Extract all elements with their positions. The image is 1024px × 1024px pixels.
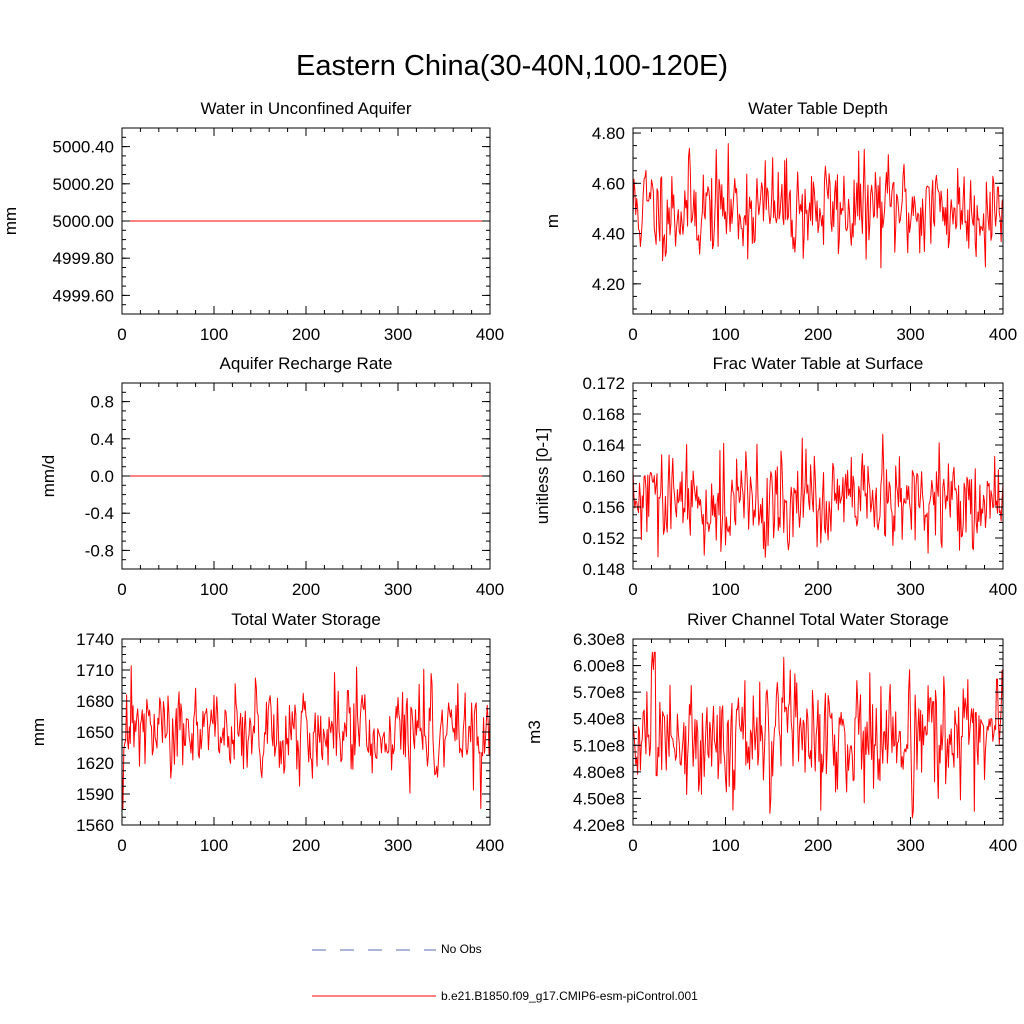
panel-title-wtd: Water Table Depth xyxy=(748,99,888,118)
x-tick-label: 100 xyxy=(200,580,228,599)
y-tick-label: 5000.00 xyxy=(53,212,114,231)
y-tick-label: 0.168 xyxy=(582,405,625,424)
x-tick-label: 400 xyxy=(989,836,1017,855)
panel-unconfined: 0 100 200 300 400 4999.60 4999.80 5000.00 5000.2… xyxy=(1,99,504,344)
y-tick-label: 4.20 xyxy=(592,275,625,294)
x-tick-label: 100 xyxy=(711,836,739,855)
legend-run-label: b.e21.B1850.f09_g17.CMIP6-esm-piControl.… xyxy=(441,989,698,1003)
y-tick-label: 4.20e8 xyxy=(573,816,625,835)
y-tick-label: 6.30e8 xyxy=(573,630,625,649)
y-tick-label: 0.152 xyxy=(582,529,625,548)
plot-frame-fwts xyxy=(632,382,1004,570)
y-tick-label: 0.164 xyxy=(582,436,625,455)
x-tick-label: 200 xyxy=(292,580,320,599)
x-tick-label: 400 xyxy=(989,580,1017,599)
y-axis-label-unconfined: mm xyxy=(1,207,20,235)
y-tick-label: -0.8 xyxy=(85,541,114,560)
y-tick-label: 1590 xyxy=(76,785,114,804)
x-tick-label: 0 xyxy=(117,325,126,344)
x-tick-label: 0 xyxy=(628,580,637,599)
y-tick-label: 1620 xyxy=(76,754,114,773)
y-tick-label: 4.80e8 xyxy=(573,763,625,782)
y-tick-label: 4.50e8 xyxy=(573,789,625,808)
x-tick-label: 0 xyxy=(628,836,637,855)
panel-river: 0 100 200 300 400 4.20e8 4.50e8 4.80e8 5.10e8 5.4… xyxy=(525,610,1017,855)
y-tick-label: 0.160 xyxy=(582,467,625,486)
y-tick-label: 1710 xyxy=(76,661,114,680)
x-tick-label: 400 xyxy=(476,325,504,344)
y-axis-label-river: m3 xyxy=(525,720,544,744)
y-tick-label: 0.156 xyxy=(582,498,625,517)
y-tick-label: 4.60 xyxy=(592,174,625,193)
x-tick-label: 200 xyxy=(292,836,320,855)
x-tick-label: 200 xyxy=(292,325,320,344)
y-tick-label: 1650 xyxy=(76,723,114,742)
x-tick-label: 300 xyxy=(896,836,924,855)
x-tick-label: 100 xyxy=(711,325,739,344)
x-tick-label: 300 xyxy=(896,580,924,599)
x-tick-label: 200 xyxy=(804,325,832,344)
panel-title-recharge: Aquifer Recharge Rate xyxy=(220,354,393,373)
y-tick-label: 5000.40 xyxy=(53,138,114,157)
panel-title-unconfined: Water in Unconfined Aquifer xyxy=(200,99,411,118)
y-tick-label: 0.4 xyxy=(90,430,114,449)
x-tick-label: 300 xyxy=(384,325,412,344)
y-tick-label: 4.80 xyxy=(592,124,625,143)
y-tick-label: 5.70e8 xyxy=(573,683,625,702)
y-tick-label: 4999.60 xyxy=(53,286,114,305)
x-tick-label: 0 xyxy=(117,580,126,599)
x-tick-label: 200 xyxy=(804,580,832,599)
y-tick-label: -0.4 xyxy=(85,504,114,523)
panel-title-fwts: Frac Water Table at Surface xyxy=(713,354,924,373)
legend-obs-label: No Obs xyxy=(441,942,482,956)
x-tick-label: 400 xyxy=(989,325,1017,344)
y-axis-label-wtd: m xyxy=(543,214,562,228)
series-line-fwts xyxy=(632,433,1004,558)
panel-recharge: 0 100 200 300 400 -0.8 -0.4 0.0 0.4 0.8 Aquifer Re… xyxy=(39,354,504,599)
y-tick-label: 0.172 xyxy=(582,374,625,393)
y-tick-label: 5.10e8 xyxy=(573,736,625,755)
x-tick-label: 100 xyxy=(200,325,228,344)
y-tick-label: 6.00e8 xyxy=(573,657,625,676)
panel-wtd: 0 100 200 300 400 4.20 4.40 4.60 4.80 Water Table… xyxy=(543,99,1017,344)
figure-title: Eastern China(30-40N,100-120E) xyxy=(295,50,729,82)
panel-tws: 0 100 200 300 400 1560 1590 1620 1650 1680 1710 174… xyxy=(29,610,504,855)
y-axis-label-tws: mm xyxy=(29,718,48,746)
y-tick-label: 0.8 xyxy=(90,393,114,412)
x-tick-label: 0 xyxy=(117,836,126,855)
y-tick-label: 5.40e8 xyxy=(573,710,625,729)
series-line-wtd xyxy=(632,143,1004,269)
x-tick-label: 100 xyxy=(200,836,228,855)
y-tick-label: 4.40 xyxy=(592,225,625,244)
panel-fwts: 0 100 200 300 400 0.148 0.152 0.156 0.160 0.164 0.… xyxy=(533,354,1017,599)
y-tick-label: 1740 xyxy=(76,630,114,649)
x-tick-label: 300 xyxy=(384,580,412,599)
series-line-tws xyxy=(121,665,491,810)
y-tick-label: 1560 xyxy=(76,816,114,835)
y-tick-label: 0.148 xyxy=(582,560,625,579)
y-tick-label: 1680 xyxy=(76,692,114,711)
y-tick-label: 5000.20 xyxy=(53,175,114,194)
x-tick-label: 200 xyxy=(804,836,832,855)
x-tick-label: 400 xyxy=(476,836,504,855)
x-tick-label: 400 xyxy=(476,580,504,599)
x-tick-label: 300 xyxy=(384,836,412,855)
y-tick-label: 4999.80 xyxy=(53,249,114,268)
y-tick-label: 0.0 xyxy=(90,467,114,486)
x-tick-label: 0 xyxy=(628,325,637,344)
x-tick-label: 300 xyxy=(896,325,924,344)
panel-title-tws: Total Water Storage xyxy=(231,610,381,629)
panel-title-river: River Channel Total Water Storage xyxy=(687,610,949,629)
y-axis-label-recharge: mm/d xyxy=(39,455,58,498)
series-line-river xyxy=(632,651,1004,819)
y-axis-label-fwts: unitless [0-1] xyxy=(533,428,552,524)
x-tick-label: 100 xyxy=(711,580,739,599)
